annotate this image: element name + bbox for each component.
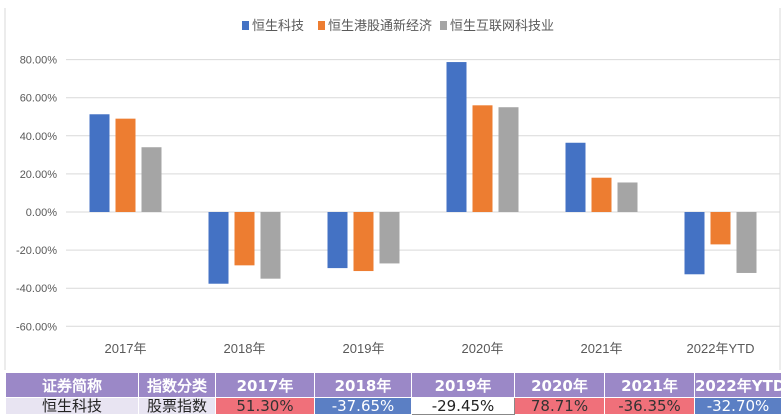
header-2017: 2017年 [215, 372, 315, 398]
cell-index-category: 股票指数 [138, 397, 216, 415]
bar [353, 212, 374, 272]
legend-swatch [318, 21, 325, 30]
header-2018: 2018年 [314, 372, 412, 398]
header-2022-ytd: 2022年YTD [694, 372, 782, 398]
y-tick-label: 80.00% [20, 55, 58, 67]
cell-2022-ytd: -32.70% [694, 397, 782, 415]
table-row: 恒生科技 股票指数 51.30% -37.65% -29.45% 78.71% … [5, 397, 782, 415]
returns-table: 证券简称 指数分类 2017年 2018年 2019年 2020年 2021年 … [5, 372, 782, 415]
x-category-label: 2018年 [224, 341, 266, 356]
y-tick-label: -60.00% [16, 321, 57, 333]
y-tick-label: 0.00% [26, 207, 57, 219]
bar [115, 118, 136, 212]
header-2019: 2019年 [411, 372, 515, 398]
bar [565, 142, 586, 212]
x-category-label: 2020年 [462, 341, 504, 356]
header-index-category: 指数分类 [138, 372, 216, 398]
legend-label: 恒生科技 [252, 18, 304, 33]
bar [208, 212, 229, 284]
bar [684, 212, 705, 275]
header-security-name: 证券简称 [5, 372, 139, 398]
cell-2021: -36.35% [604, 397, 695, 415]
y-tick-label: -20.00% [16, 245, 57, 257]
bar [472, 105, 493, 212]
legend-label: 恒生港股通新经济 [328, 18, 432, 33]
legend-label: 恒生互联网科技业 [450, 18, 554, 33]
bar [89, 114, 110, 212]
x-category-label: 2022年YTD [687, 341, 755, 356]
bar [234, 212, 255, 266]
x-category-label: 2017年 [105, 341, 147, 356]
bar-chart: 80.00% 60.00% 40.00% 20.00% 0.00% -20.00% -40.… [4, 8, 781, 370]
header-2020: 2020年 [514, 372, 605, 398]
bar [736, 212, 757, 273]
cell-2019: -29.45% [411, 397, 515, 415]
bar [141, 147, 162, 212]
bar [260, 212, 281, 279]
cell-2018: -37.65% [314, 397, 412, 415]
x-category-label: 2021年 [581, 341, 623, 356]
legend-swatch [242, 21, 249, 30]
bar [710, 212, 731, 245]
cell-2020: 78.71% [514, 397, 605, 415]
table-header-row: 证券简称 指数分类 2017年 2018年 2019年 2020年 2021年 … [5, 372, 782, 398]
y-tick-label: 60.00% [20, 93, 58, 105]
legend-swatch [440, 21, 447, 30]
y-tick-label: 40.00% [20, 131, 58, 143]
bar [617, 182, 638, 212]
cell-2017: 51.30% [215, 397, 315, 415]
bar [379, 212, 400, 264]
bar [591, 177, 612, 212]
y-tick-label: -40.00% [16, 283, 57, 295]
bar [327, 212, 348, 269]
y-tick-label: 20.00% [20, 169, 58, 181]
header-2021: 2021年 [604, 372, 695, 398]
bar [498, 107, 519, 212]
bar [446, 62, 467, 212]
x-category-label: 2019年 [343, 341, 385, 356]
cell-security-name: 恒生科技 [5, 397, 139, 415]
